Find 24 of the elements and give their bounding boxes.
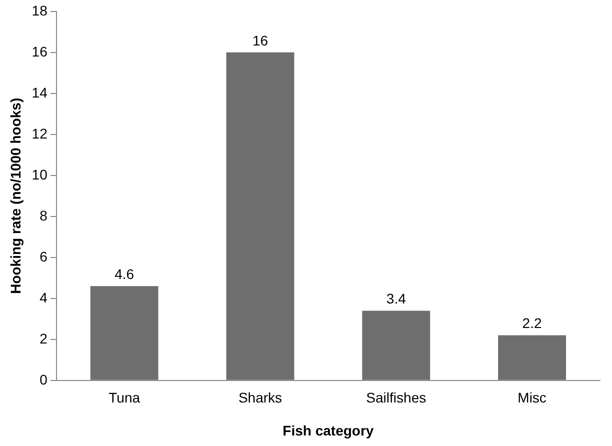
data-label: 16: [252, 32, 268, 48]
y-tick-label: 4: [40, 289, 48, 306]
y-tick-label: 18: [32, 2, 48, 18]
y-tick-label: 6: [40, 248, 48, 264]
y-tick-label: 8: [40, 207, 48, 224]
y-tick-label: 14: [32, 84, 48, 100]
bar: [90, 286, 158, 380]
data-label: 4.6: [114, 266, 134, 282]
data-label: 2.2: [522, 315, 542, 332]
bar: [226, 52, 294, 380]
y-tick-label: 16: [32, 43, 48, 60]
bar: [362, 310, 430, 380]
y-axis-title: Hooking rate (no/1000 hooks): [7, 98, 24, 294]
x-tick-label: Misc: [518, 390, 546, 406]
bar: [498, 335, 566, 380]
y-tick-label: 0: [40, 371, 48, 388]
x-tick-label: Sailfishes: [366, 390, 426, 406]
y-tick-label: 12: [32, 125, 48, 142]
data-label: 3.4: [386, 290, 406, 307]
x-tick-label: Tuna: [108, 390, 140, 406]
y-tick-label: 10: [32, 166, 48, 182]
x-axis-title: Fish category: [282, 422, 374, 438]
x-tick-label: Sharks: [238, 390, 282, 406]
y-tick-label: 2: [40, 330, 48, 346]
